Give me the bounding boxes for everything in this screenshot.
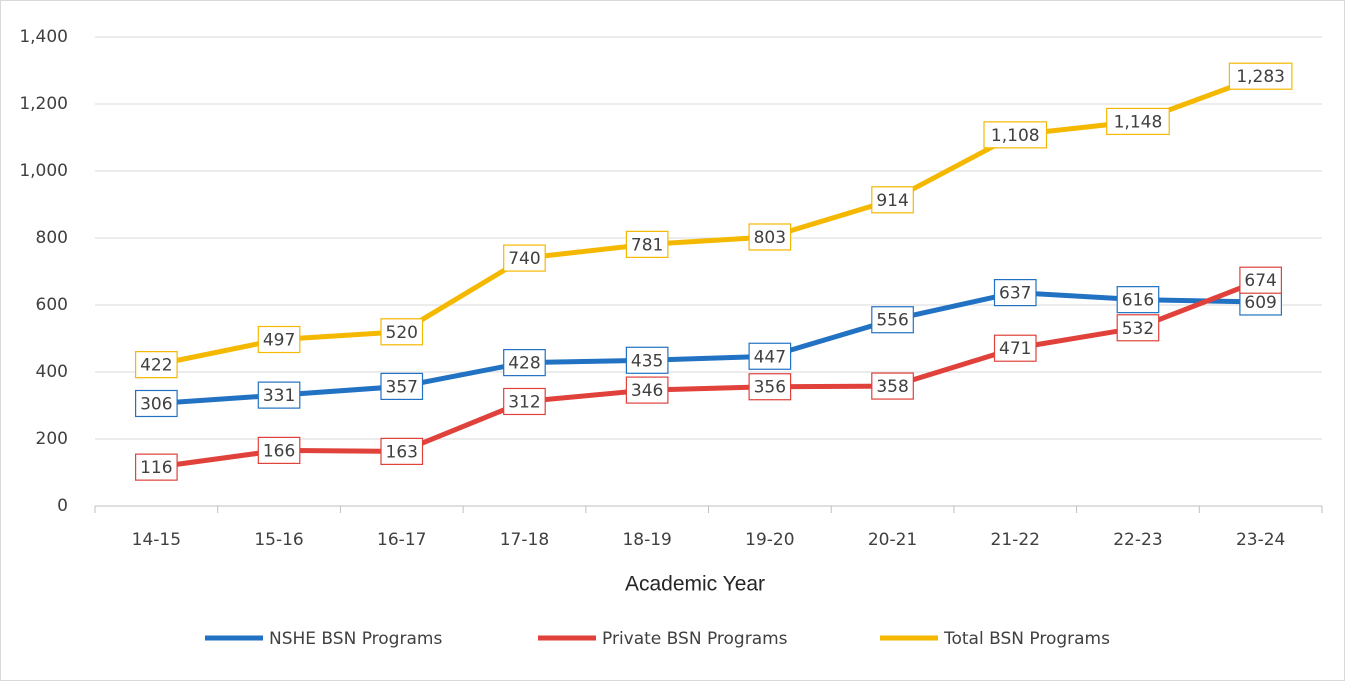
series-line <box>155 73 1262 368</box>
data-label-box <box>257 325 301 354</box>
data-label-box <box>503 244 546 272</box>
data-label-box <box>380 318 424 346</box>
data-label: 306 <box>140 394 172 414</box>
x-tick-label: 20-21 <box>868 530 917 550</box>
data-label-box <box>871 306 914 334</box>
data-label-box <box>993 279 1037 307</box>
data-label: 428 <box>508 354 540 374</box>
data-label: 166 <box>263 441 295 461</box>
data-label-box <box>625 376 669 404</box>
data-label: 803 <box>754 228 786 248</box>
data-label-box <box>993 334 1037 362</box>
data-label-box <box>503 387 546 416</box>
data-label: 356 <box>754 378 786 398</box>
y-tick-label: 600 <box>36 295 68 315</box>
data-label-box <box>503 349 546 377</box>
data-label-box <box>625 346 669 374</box>
legend-label: NSHE BSN Programs <box>269 629 442 649</box>
x-tick-label: 17-18 <box>500 530 549 550</box>
data-label: 674 <box>1244 271 1276 291</box>
y-tick-label: 1,400 <box>19 27 68 47</box>
data-label: 1,283 <box>1236 67 1285 87</box>
data-label: 346 <box>631 381 663 401</box>
data-label: 447 <box>754 347 786 367</box>
data-label-box <box>135 453 178 481</box>
data-label-box <box>257 381 301 409</box>
data-label: 116 <box>140 458 172 478</box>
data-label: 422 <box>140 356 172 376</box>
data-label: 637 <box>999 284 1031 304</box>
data-label-box <box>748 373 792 401</box>
data-label: 616 <box>1122 291 1154 311</box>
data-label: 532 <box>1122 319 1154 339</box>
series-line <box>156 277 1262 470</box>
data-label: 609 <box>1244 293 1276 313</box>
data-label: 435 <box>631 351 663 371</box>
x-tick-label: 18-19 <box>622 530 671 550</box>
x-tick-label: 23-24 <box>1236 530 1285 550</box>
data-label-box <box>1228 62 1293 90</box>
x-tick-label: 14-15 <box>132 530 181 550</box>
y-tick-label: 400 <box>36 362 68 382</box>
data-label-box <box>1116 286 1160 314</box>
x-tick-label: 21-22 <box>991 530 1040 550</box>
data-label: 520 <box>386 323 418 343</box>
data-label: 163 <box>386 442 418 462</box>
data-label-box <box>380 372 424 401</box>
data-label: 497 <box>263 331 295 351</box>
data-label-box <box>748 342 792 370</box>
x-axis-title: Academic Year <box>625 573 765 596</box>
data-label: 357 <box>386 377 418 397</box>
data-label: 781 <box>631 235 663 255</box>
y-tick-label: 800 <box>36 228 68 248</box>
data-label-box <box>135 351 178 379</box>
x-tick-label: 22-23 <box>1113 530 1162 550</box>
x-tick-label: 16-17 <box>377 530 426 550</box>
x-tick-label: 19-20 <box>745 530 794 550</box>
data-label: 556 <box>876 311 908 331</box>
data-label-box <box>871 186 914 214</box>
y-tick-label: 1,000 <box>19 161 68 181</box>
data-label: 358 <box>876 377 908 397</box>
data-label-box <box>748 223 792 251</box>
data-label-box <box>257 436 301 464</box>
x-tick-label: 15-16 <box>254 530 303 550</box>
data-label: 331 <box>263 386 295 406</box>
data-label-box <box>625 230 669 258</box>
data-label: 1,108 <box>991 126 1040 146</box>
legend-label: Private BSN Programs <box>602 629 788 649</box>
data-label: 914 <box>876 191 908 211</box>
data-label: 471 <box>999 339 1031 359</box>
data-label-box <box>983 121 1048 149</box>
data-label-box <box>380 437 424 465</box>
y-tick-label: 1,200 <box>19 94 68 114</box>
data-label-box <box>1239 266 1283 294</box>
data-label-box <box>135 389 178 418</box>
legend-label: Total BSN Programs <box>943 629 1110 649</box>
y-tick-label: 200 <box>36 429 68 449</box>
data-label-box <box>1106 107 1170 136</box>
series-line <box>156 290 1261 406</box>
data-label: 312 <box>508 392 540 412</box>
data-label-box <box>871 372 914 400</box>
data-label: 1,148 <box>1114 112 1163 132</box>
y-tick-label: 0 <box>57 496 68 516</box>
data-label-box <box>1116 314 1160 342</box>
data-label: 740 <box>508 249 540 269</box>
